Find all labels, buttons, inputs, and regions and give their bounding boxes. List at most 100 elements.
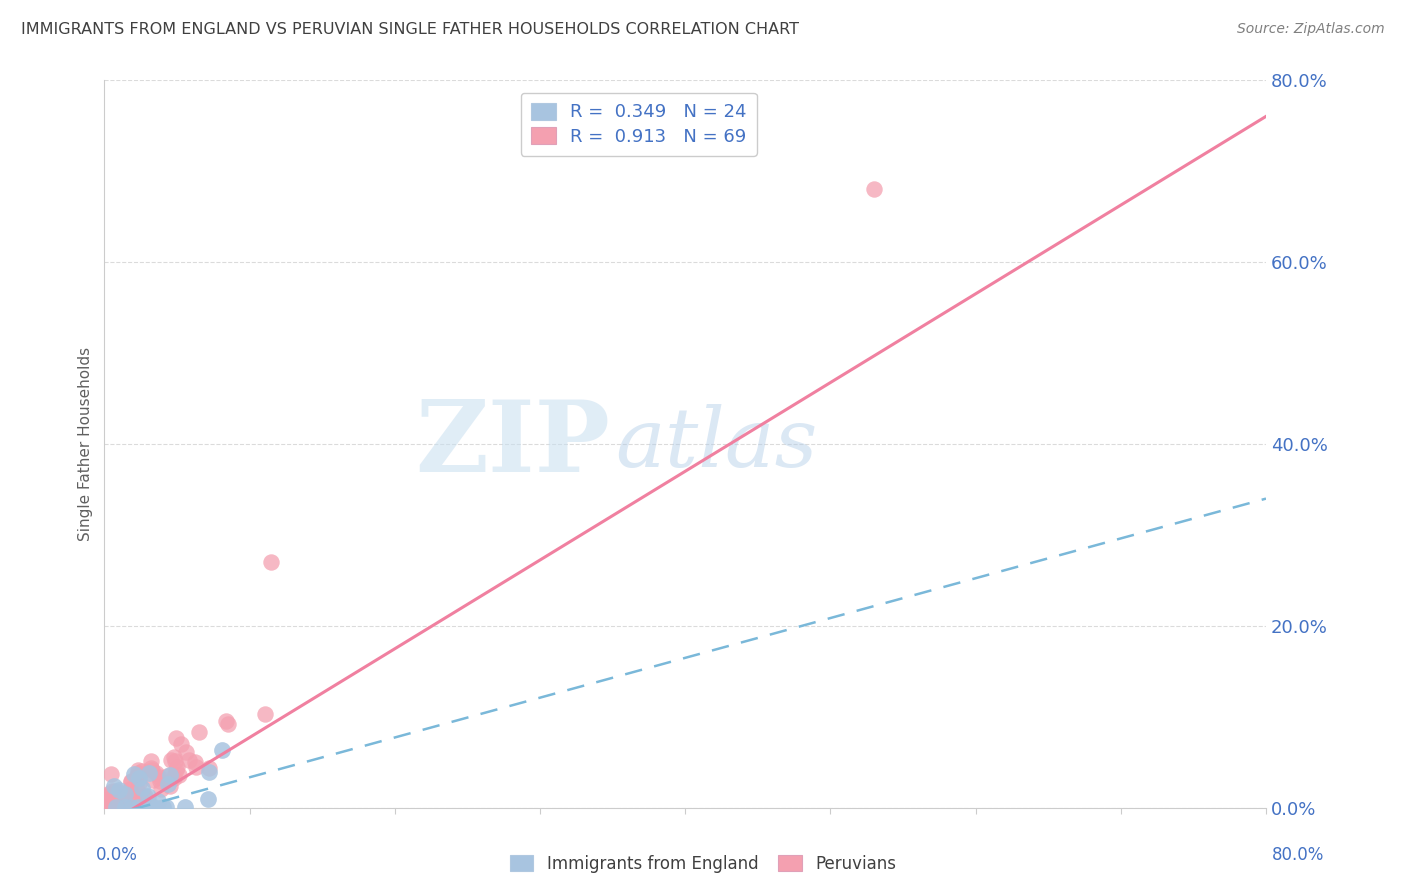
Point: [100, 800, 122, 814]
Point: [184, 755, 207, 769]
Legend: R =  0.349   N = 24, R =  0.913   N = 69: R = 0.349 N = 24, R = 0.913 N = 69: [520, 93, 756, 155]
Point: [159, 753, 181, 767]
Point: [150, 781, 173, 796]
Point: [152, 800, 174, 814]
Point: [125, 783, 148, 797]
Point: [94, 800, 117, 814]
Text: ZIP: ZIP: [415, 395, 610, 492]
Point: [163, 750, 186, 764]
Point: [94, 799, 117, 814]
Point: [188, 724, 211, 739]
Point: [157, 777, 180, 791]
Point: [107, 785, 129, 799]
Point: [101, 783, 124, 797]
Point: [163, 771, 186, 785]
Point: [170, 737, 193, 751]
Point: [127, 766, 149, 780]
Point: [197, 792, 219, 806]
Point: [156, 769, 179, 783]
Point: [146, 794, 169, 808]
Y-axis label: Single Father Households: Single Father Households: [79, 347, 93, 541]
Point: [169, 768, 191, 782]
Point: [184, 760, 207, 774]
Point: [103, 800, 125, 814]
Point: [127, 763, 149, 777]
Point: [131, 780, 153, 795]
Point: [114, 787, 136, 801]
Point: [121, 775, 143, 789]
Point: [177, 753, 200, 767]
Point: [100, 798, 122, 813]
Point: [103, 779, 125, 793]
Point: [148, 770, 170, 784]
Text: atlas: atlas: [616, 404, 818, 484]
Point: [104, 788, 127, 802]
Point: [100, 767, 122, 781]
Point: [121, 790, 143, 805]
Point: [141, 761, 163, 775]
Point: [141, 754, 163, 768]
Point: [211, 742, 233, 756]
Point: [136, 797, 159, 812]
Point: [118, 790, 141, 805]
Text: 0.0%: 0.0%: [96, 846, 138, 863]
Point: [215, 714, 238, 728]
Point: [112, 794, 135, 808]
Point: [155, 800, 177, 814]
Legend: Immigrants from England, Peruvians: Immigrants from England, Peruvians: [503, 848, 903, 880]
Point: [163, 754, 186, 768]
Point: [254, 706, 277, 721]
Point: [166, 759, 188, 773]
Point: [141, 800, 163, 814]
Point: [128, 772, 150, 786]
Point: [96, 789, 118, 804]
Point: [138, 765, 160, 780]
Point: [96, 799, 118, 814]
Point: [94, 800, 117, 814]
Point: [125, 769, 148, 783]
Point: [96, 800, 118, 814]
Point: [165, 731, 187, 745]
Text: Source: ZipAtlas.com: Source: ZipAtlas.com: [1237, 22, 1385, 37]
Point: [118, 781, 141, 796]
Point: [173, 800, 195, 814]
Point: [117, 790, 139, 805]
Point: [107, 794, 129, 808]
Text: 80.0%: 80.0%: [1272, 846, 1324, 863]
Point: [149, 773, 172, 788]
Point: [98, 796, 121, 810]
Point: [134, 789, 156, 803]
Point: [165, 764, 187, 778]
Point: [112, 798, 135, 813]
Point: [108, 783, 131, 797]
Point: [198, 764, 221, 779]
Point: [142, 772, 165, 787]
Point: [105, 800, 128, 814]
Point: [96, 797, 118, 812]
Point: [114, 800, 136, 814]
Point: [127, 799, 149, 814]
Text: IMMIGRANTS FROM ENGLAND VS PERUVIAN SINGLE FATHER HOUSEHOLDS CORRELATION CHART: IMMIGRANTS FROM ENGLAND VS PERUVIAN SING…: [21, 22, 799, 37]
Point: [96, 787, 118, 801]
Point: [217, 717, 239, 731]
Point: [134, 789, 156, 804]
Point: [107, 800, 129, 814]
Point: [145, 765, 167, 780]
Point: [101, 789, 124, 804]
Point: [131, 764, 153, 778]
Point: [163, 769, 186, 783]
Point: [101, 799, 124, 814]
Point: [142, 800, 165, 814]
Point: [128, 776, 150, 790]
Point: [122, 767, 145, 781]
Point: [104, 783, 127, 797]
Point: [120, 800, 142, 814]
Point: [94, 800, 117, 814]
Point: [159, 767, 181, 781]
Point: [260, 555, 283, 569]
Point: [94, 793, 117, 807]
Point: [174, 745, 197, 759]
Point: [120, 774, 142, 789]
Point: [101, 797, 124, 811]
Point: [136, 789, 159, 803]
